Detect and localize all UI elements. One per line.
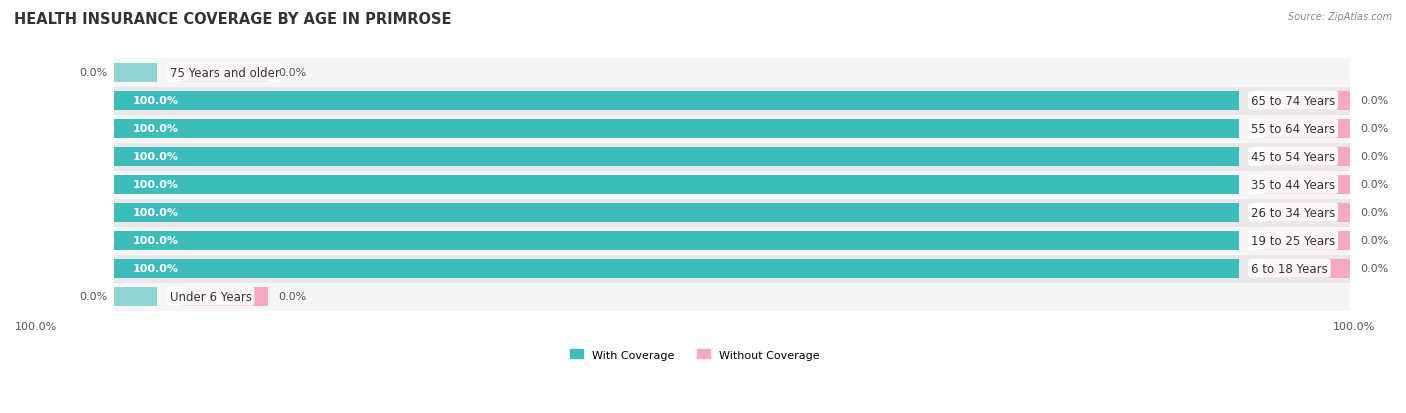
- Text: 100.0%: 100.0%: [132, 96, 179, 106]
- Text: 100.0%: 100.0%: [132, 124, 179, 134]
- Bar: [181, 64, 269, 83]
- Bar: [114, 231, 1239, 250]
- Bar: [114, 58, 1350, 88]
- Text: 100.0%: 100.0%: [132, 208, 179, 218]
- Text: HEALTH INSURANCE COVERAGE BY AGE IN PRIMROSE: HEALTH INSURANCE COVERAGE BY AGE IN PRIM…: [14, 12, 451, 27]
- Bar: [114, 170, 1350, 199]
- Bar: [114, 175, 1239, 194]
- Bar: [114, 147, 1239, 166]
- Bar: [114, 287, 157, 306]
- Text: 0.0%: 0.0%: [1360, 263, 1388, 273]
- Bar: [114, 114, 1350, 144]
- Bar: [1264, 203, 1350, 222]
- Bar: [1264, 175, 1350, 194]
- Text: 6 to 18 Years: 6 to 18 Years: [1251, 262, 1327, 275]
- Text: Under 6 Years: Under 6 Years: [170, 290, 252, 303]
- Text: 0.0%: 0.0%: [1360, 236, 1388, 246]
- Text: 100.0%: 100.0%: [15, 322, 58, 332]
- Bar: [1264, 119, 1350, 138]
- Text: 26 to 34 Years: 26 to 34 Years: [1251, 206, 1336, 219]
- Bar: [1264, 147, 1350, 166]
- Bar: [1264, 231, 1350, 250]
- Bar: [114, 142, 1350, 171]
- Text: 0.0%: 0.0%: [1360, 96, 1388, 106]
- Text: 55 to 64 Years: 55 to 64 Years: [1251, 122, 1336, 135]
- Text: 100.0%: 100.0%: [132, 263, 179, 273]
- Text: 100.0%: 100.0%: [132, 152, 179, 162]
- Text: 0.0%: 0.0%: [1360, 152, 1388, 162]
- Bar: [114, 254, 1350, 283]
- Text: 100.0%: 100.0%: [1333, 322, 1375, 332]
- Text: 45 to 54 Years: 45 to 54 Years: [1251, 150, 1336, 163]
- Bar: [1264, 259, 1350, 278]
- Bar: [114, 282, 1350, 311]
- Bar: [114, 226, 1350, 255]
- Text: 0.0%: 0.0%: [278, 292, 307, 301]
- Bar: [1264, 92, 1350, 111]
- Text: 0.0%: 0.0%: [80, 292, 108, 301]
- Bar: [181, 287, 269, 306]
- Bar: [114, 86, 1350, 116]
- Text: 0.0%: 0.0%: [1360, 208, 1388, 218]
- Text: 0.0%: 0.0%: [80, 68, 108, 78]
- Text: 75 Years and older: 75 Years and older: [170, 66, 280, 80]
- Text: 65 to 74 Years: 65 to 74 Years: [1251, 95, 1336, 107]
- Text: 100.0%: 100.0%: [132, 236, 179, 246]
- Text: 0.0%: 0.0%: [1360, 180, 1388, 190]
- Text: 100.0%: 100.0%: [132, 180, 179, 190]
- Legend: With Coverage, Without Coverage: With Coverage, Without Coverage: [569, 349, 820, 360]
- Bar: [114, 198, 1350, 228]
- Text: 19 to 25 Years: 19 to 25 Years: [1251, 234, 1336, 247]
- Bar: [114, 119, 1239, 138]
- Text: 35 to 44 Years: 35 to 44 Years: [1251, 178, 1336, 191]
- Bar: [114, 259, 1239, 278]
- Text: 0.0%: 0.0%: [278, 68, 307, 78]
- Text: Source: ZipAtlas.com: Source: ZipAtlas.com: [1288, 12, 1392, 22]
- Bar: [114, 64, 157, 83]
- Bar: [114, 92, 1239, 111]
- Bar: [114, 203, 1239, 222]
- Text: 0.0%: 0.0%: [1360, 124, 1388, 134]
